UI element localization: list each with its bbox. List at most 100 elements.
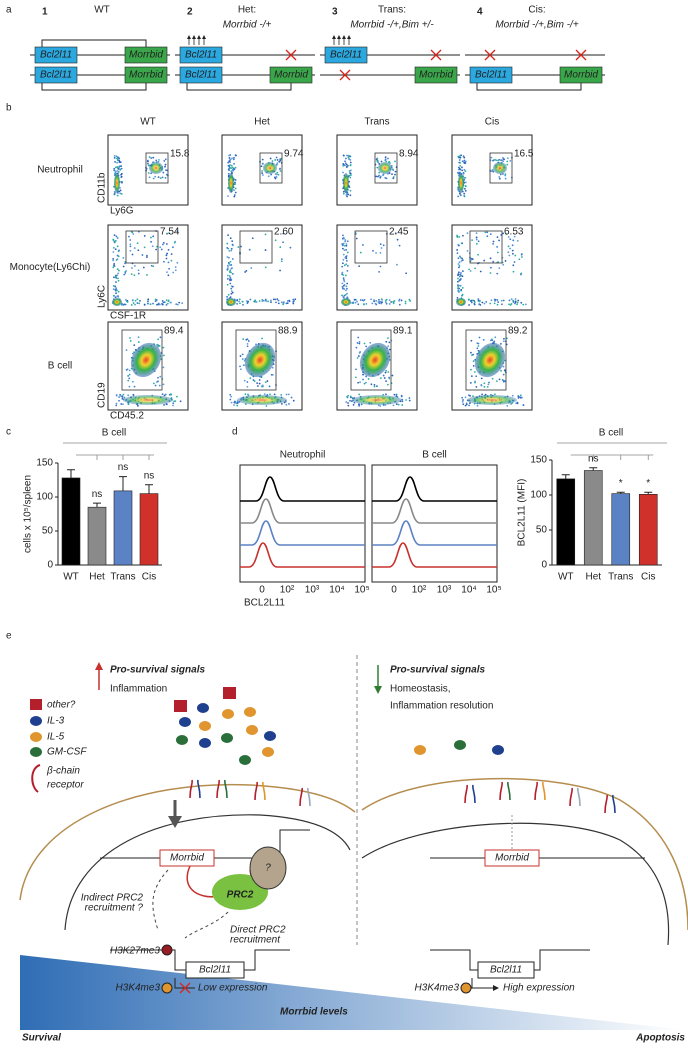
event-dot xyxy=(271,160,274,162)
event-dot xyxy=(118,190,121,193)
event-dot xyxy=(264,249,267,251)
event-dot xyxy=(246,342,249,345)
event-dot xyxy=(341,282,344,285)
event-dot xyxy=(459,194,462,197)
y-tick-label: 0 xyxy=(47,560,53,571)
event-dot xyxy=(462,155,465,158)
event-dot xyxy=(343,264,346,267)
gate xyxy=(259,152,283,184)
event-dot xyxy=(230,170,233,173)
event-dot xyxy=(358,393,361,396)
event-dot xyxy=(485,301,488,303)
event-dot xyxy=(493,340,496,343)
bracket xyxy=(41,83,147,91)
event-dot xyxy=(367,378,370,380)
event-dot xyxy=(464,176,467,179)
event-dot xyxy=(236,302,238,305)
event-dot xyxy=(133,265,136,267)
arrow xyxy=(347,35,351,39)
event-dot xyxy=(358,352,361,354)
event-dot xyxy=(272,298,275,301)
event-dot xyxy=(175,303,178,306)
event-dot xyxy=(127,375,130,377)
event-dot xyxy=(352,301,355,304)
event-dot xyxy=(379,175,382,178)
event-dot xyxy=(292,301,295,303)
event-dot xyxy=(516,303,518,306)
event-dot xyxy=(345,263,348,266)
event-dot xyxy=(118,399,120,402)
event-dot xyxy=(168,267,171,270)
receptor xyxy=(197,779,201,799)
event-dot xyxy=(118,161,121,163)
event-dot xyxy=(460,272,462,274)
event-dot xyxy=(350,174,352,176)
histone-label: H3K4me3 xyxy=(415,983,460,994)
event-dot xyxy=(230,290,233,292)
gate-value: 88.9 xyxy=(278,326,298,337)
event-dot xyxy=(521,256,523,258)
legend-key xyxy=(30,732,42,742)
ligand xyxy=(244,707,256,717)
density xyxy=(114,173,120,193)
event-dot xyxy=(116,274,119,277)
event-dot xyxy=(229,296,232,299)
event-dot xyxy=(384,301,387,304)
event-dot xyxy=(489,266,492,269)
event-dot xyxy=(342,163,345,166)
panel-label: e xyxy=(6,631,12,642)
event-dot xyxy=(400,299,403,302)
event-dot xyxy=(394,170,397,173)
event-dot xyxy=(230,401,233,404)
event-dot xyxy=(155,159,158,162)
ligand xyxy=(222,709,234,719)
event-dot xyxy=(388,348,391,351)
event-dot xyxy=(496,251,499,254)
event-dot xyxy=(468,268,471,271)
event-dot xyxy=(356,357,359,359)
event-dot xyxy=(233,189,235,191)
question-label: ? xyxy=(265,863,271,874)
event-dot xyxy=(167,261,170,264)
x-tick-label: 0 xyxy=(259,585,265,596)
event-dot xyxy=(384,156,387,159)
event-dot xyxy=(156,245,158,248)
gene-box xyxy=(179,46,223,64)
event-dot xyxy=(234,181,236,184)
event-dot xyxy=(162,241,165,244)
event-dot xyxy=(130,304,133,306)
event-dot xyxy=(489,233,492,236)
event-dot xyxy=(404,302,407,305)
event-dot xyxy=(158,303,161,306)
event-dot xyxy=(357,336,360,339)
event-dot xyxy=(375,303,378,306)
event-dot xyxy=(115,235,118,238)
event-dot xyxy=(166,271,168,274)
event-dot xyxy=(497,261,500,263)
event-dot xyxy=(359,381,361,384)
event-dot xyxy=(498,239,500,242)
event-dot xyxy=(350,396,352,399)
event-dot xyxy=(229,282,232,285)
event-dot xyxy=(484,231,487,234)
event-dot xyxy=(226,277,229,280)
error-bar xyxy=(145,484,153,494)
gene-label: Morrbid xyxy=(129,50,163,61)
event-dot xyxy=(463,156,466,159)
event-dot xyxy=(128,369,131,372)
error-bar xyxy=(561,474,570,479)
legend-key xyxy=(30,699,42,710)
event-dot xyxy=(162,366,165,369)
event-dot xyxy=(132,302,135,304)
x-tick-label: 10² xyxy=(280,585,295,596)
event-dot xyxy=(288,402,290,405)
gene-box xyxy=(477,961,535,979)
event-dot xyxy=(346,395,349,398)
receptor xyxy=(464,784,468,804)
event-dot xyxy=(117,170,120,173)
event-dot xyxy=(463,195,466,198)
event-dot xyxy=(264,381,267,384)
event-dot xyxy=(239,368,242,371)
event-dot xyxy=(229,270,232,273)
